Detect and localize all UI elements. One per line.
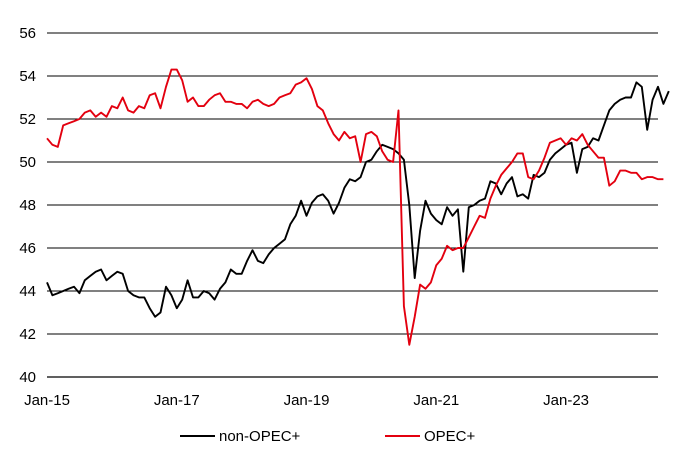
x-axis: Jan-15 Jan-17 Jan-19 Jan-21 Jan-23 xyxy=(24,392,589,409)
y-tick-label: 42 xyxy=(19,326,36,343)
series-line-non-opec xyxy=(46,81,670,318)
legend-label-opec-plus: OPEC+ xyxy=(424,428,476,445)
x-tick-label: Jan-21 xyxy=(413,392,459,409)
series-lines xyxy=(46,68,670,346)
gridlines xyxy=(47,32,658,378)
legend: non-OPEC+ OPEC+ xyxy=(180,428,476,445)
x-tick-label: Jan-23 xyxy=(543,392,589,409)
y-tick-label: 46 xyxy=(19,240,36,257)
series-line-opec xyxy=(46,68,664,346)
y-tick-label: 56 xyxy=(19,25,36,42)
y-axis: 40 42 44 46 48 50 52 54 56 xyxy=(19,25,36,386)
y-tick-label: 52 xyxy=(19,111,36,128)
y-tick-label: 50 xyxy=(19,154,36,171)
x-tick-label: Jan-15 xyxy=(24,392,70,409)
y-tick-label: 40 xyxy=(19,369,36,386)
legend-label-non-opec-plus: non-OPEC+ xyxy=(219,428,301,445)
y-tick-label: 44 xyxy=(19,283,36,300)
x-tick-label: Jan-19 xyxy=(284,392,330,409)
y-tick-label: 54 xyxy=(19,68,36,85)
x-tick-label: Jan-17 xyxy=(154,392,200,409)
y-tick-label: 48 xyxy=(19,197,36,214)
